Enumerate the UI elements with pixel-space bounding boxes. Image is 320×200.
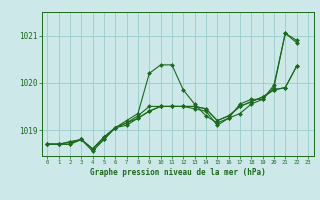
- X-axis label: Graphe pression niveau de la mer (hPa): Graphe pression niveau de la mer (hPa): [90, 168, 266, 177]
